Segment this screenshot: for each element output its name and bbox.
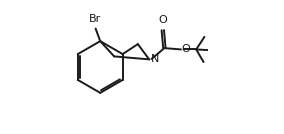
Text: O: O [182, 44, 191, 54]
Text: N: N [151, 54, 159, 64]
Text: Br: Br [89, 14, 101, 23]
Text: O: O [158, 15, 167, 25]
